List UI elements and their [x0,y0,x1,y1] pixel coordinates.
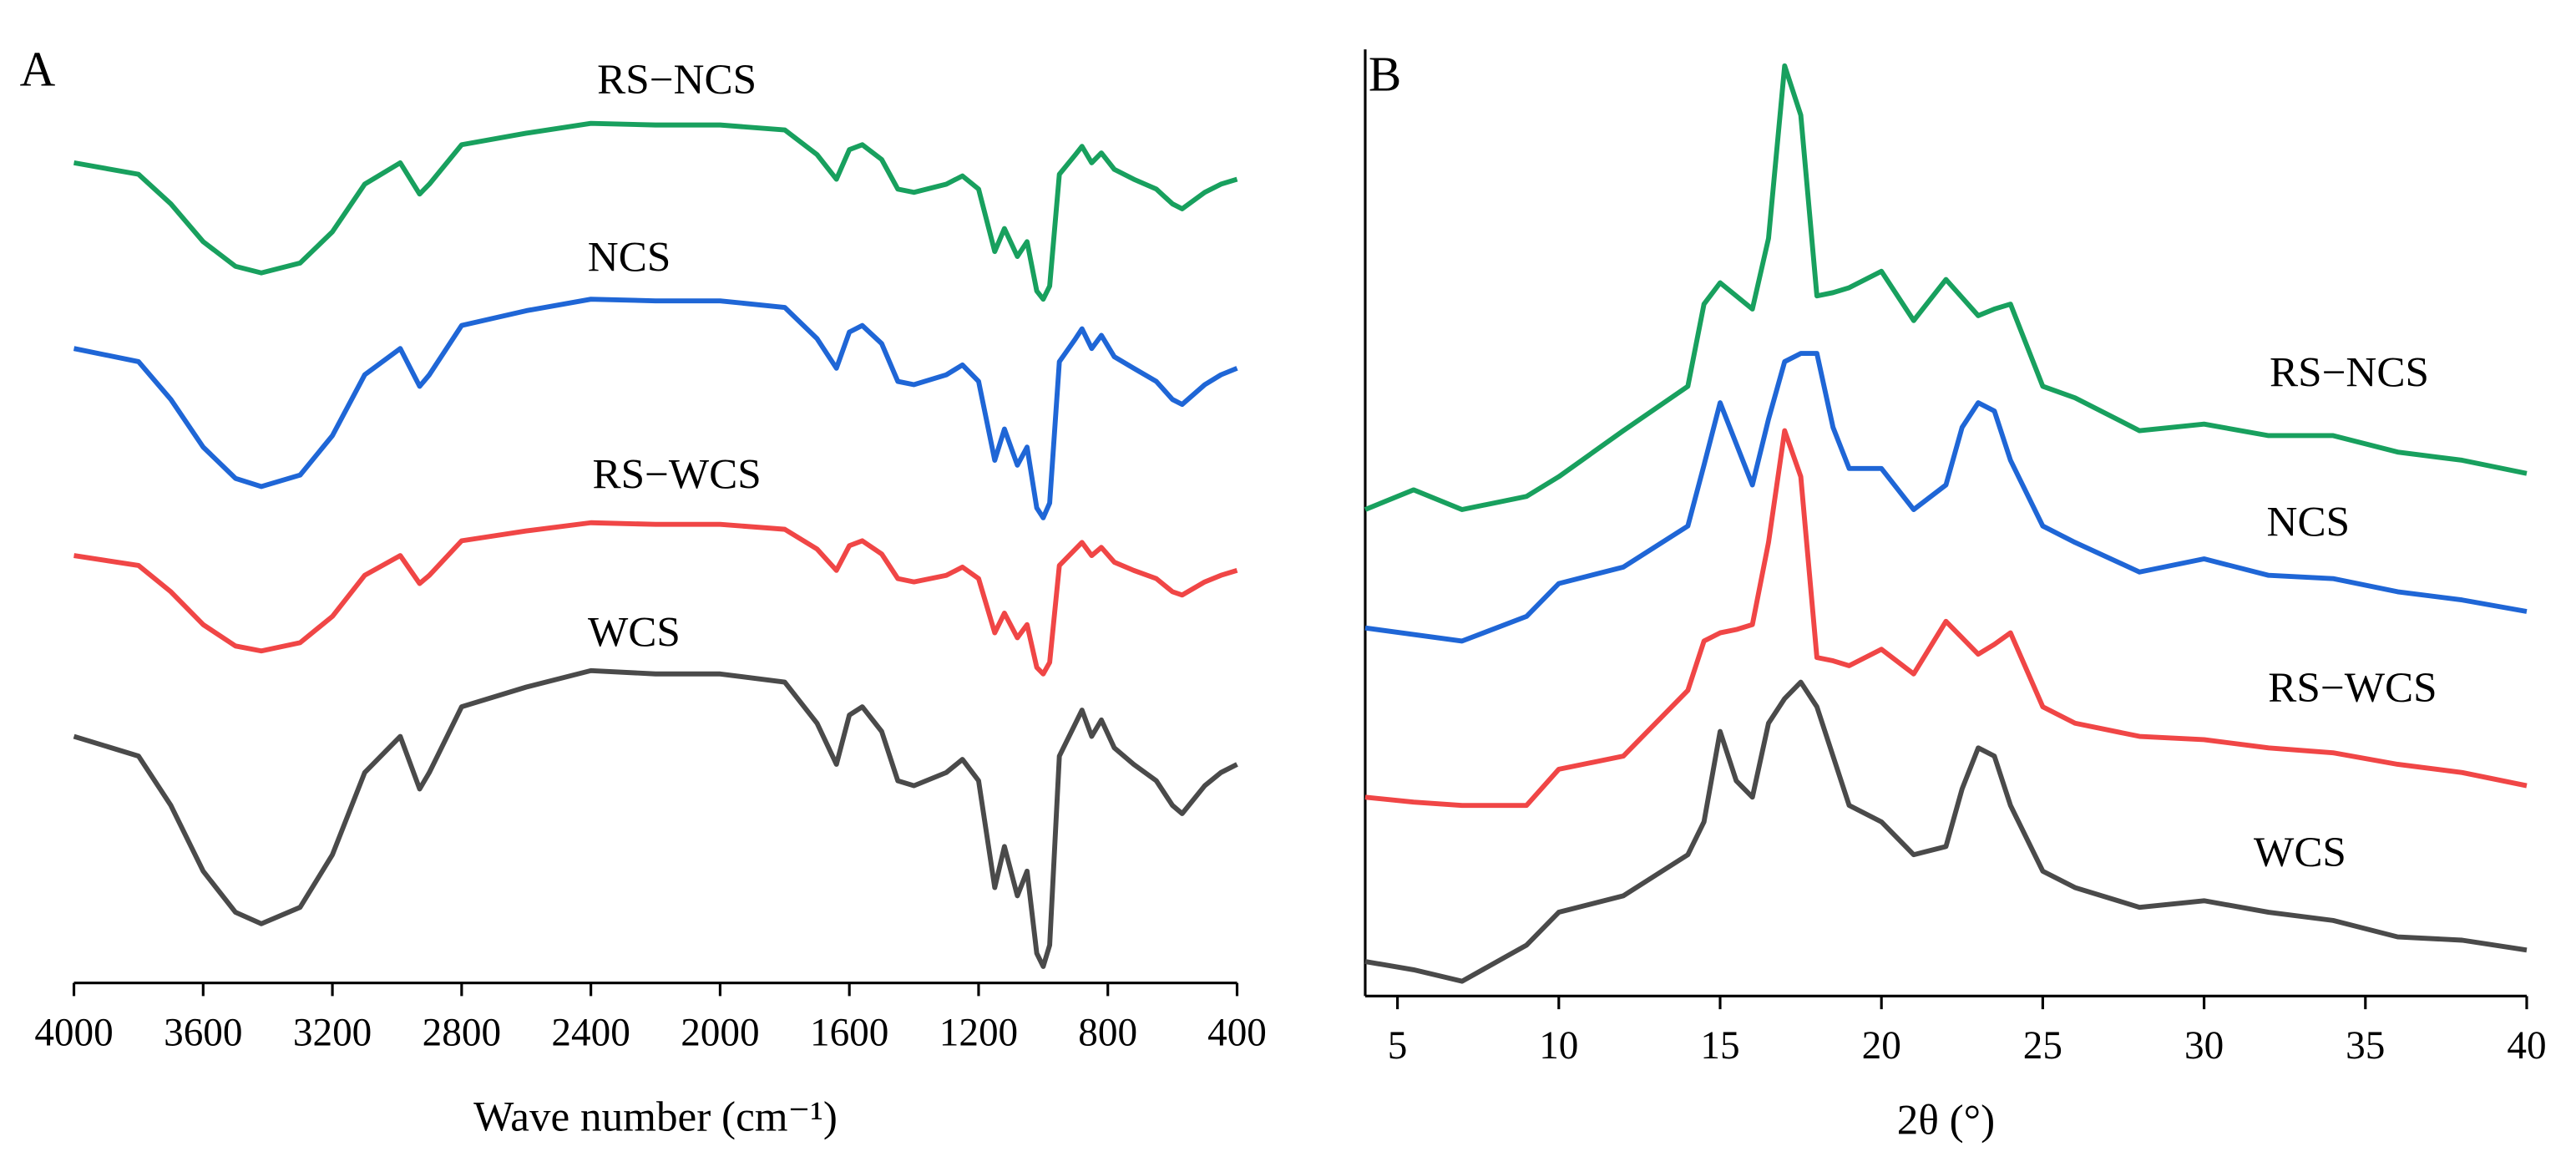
series-label: RS−WCS [2268,664,2437,712]
x-axis-label: 2θ (°) [1897,1097,1995,1144]
series-label: RS−WCS [592,450,761,498]
spectrum-line [1364,679,2528,984]
x-tick-label: 5 [1388,1024,1408,1068]
spectrum-line [73,667,1238,969]
x-tick-label: 3200 [293,1011,372,1054]
series-label: NCS [2267,498,2351,545]
spectrum-line [1364,428,2528,809]
series-label: WCS [2254,829,2346,876]
panel-label: A [20,41,56,96]
x-tick-label: 3600 [164,1011,242,1054]
x-tick-label: 4000 [34,1011,113,1054]
x-tick-label: 2400 [551,1011,630,1054]
x-tick-label: 25 [2023,1024,2062,1068]
x-tick-label: 1600 [810,1011,888,1054]
series-label: RS−NCS [597,56,757,104]
series-label: WCS [588,608,681,656]
x-tick-label: 10 [1539,1024,1578,1068]
spectrum-line [73,120,1238,302]
x-tick-label: 40 [2507,1024,2546,1068]
x-tick-label: 2000 [681,1011,759,1054]
x-tick-label: 1200 [939,1011,1018,1054]
spectrum-line [73,520,1238,677]
x-tick-label: 15 [1700,1024,1739,1068]
x-tick-label: 35 [2346,1024,2385,1068]
x-tick-label: 20 [1862,1024,1901,1068]
x-tick-label: 30 [2184,1024,2224,1068]
spectrum-line [73,297,1238,520]
x-tick-label: 800 [1078,1011,1137,1054]
panel-label: B [1369,46,1401,101]
x-tick-label: 400 [1207,1011,1267,1054]
series-label: NCS [588,234,671,282]
spectrum-line [1364,351,2528,644]
spectrum-line [1364,63,2528,512]
x-axis-label: Wave number (cm⁻¹) [473,1093,838,1141]
series-label: RS−NCS [2270,348,2429,396]
x-tick-label: 2800 [423,1011,501,1054]
